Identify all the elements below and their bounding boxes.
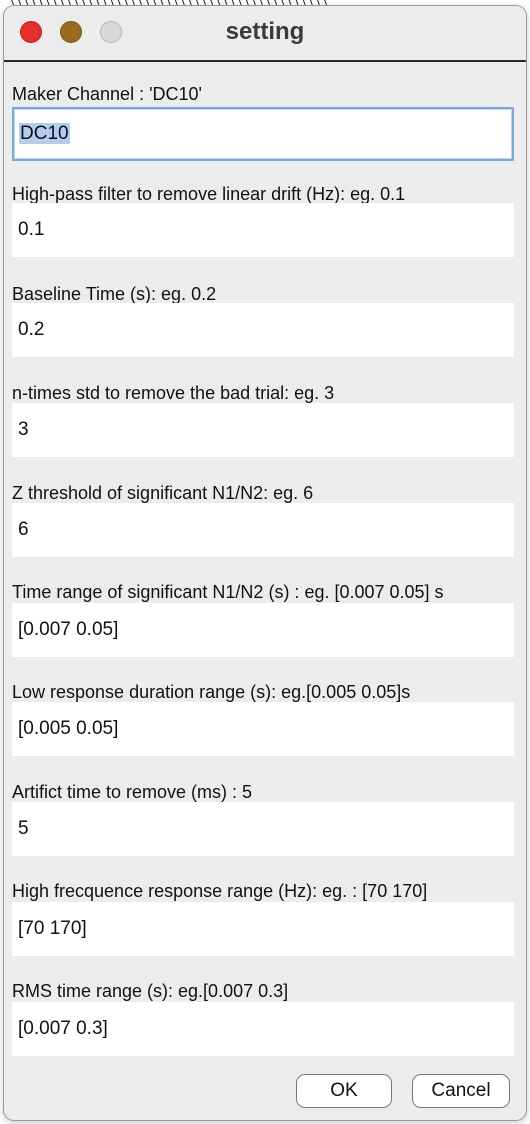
maker-channel-value: DC10: [19, 123, 70, 144]
high-frequency-range-input[interactable]: [70 170]: [12, 902, 514, 956]
z-threshold-input[interactable]: 6: [12, 503, 514, 557]
zoom-window-icon[interactable]: [100, 21, 122, 43]
artifact-time-input[interactable]: 5: [12, 802, 514, 856]
field-label-maker-channel: Maker Channel : 'DC10': [12, 84, 202, 104]
field-label-high-pass-filter: High-pass filter to remove linear drift …: [12, 184, 406, 204]
cancel-button[interactable]: Cancel: [412, 1074, 510, 1108]
setting-dialog: setting Maker Channel : 'DC10' DC10 High…: [4, 6, 526, 1120]
low-response-duration-input[interactable]: [0.005 0.05]: [12, 702, 514, 756]
high-pass-filter-input[interactable]: 0.1: [12, 203, 514, 257]
close-window-icon[interactable]: [20, 21, 42, 43]
time-range-n1n2-input[interactable]: [0.007 0.05]: [12, 603, 514, 657]
maker-channel-input[interactable]: DC10: [12, 107, 514, 161]
baseline-time-input[interactable]: 0.2: [12, 303, 514, 357]
ok-button[interactable]: OK: [296, 1074, 392, 1108]
window-title: setting: [225, 18, 305, 45]
minimize-window-icon[interactable]: [60, 21, 82, 43]
rms-time-range-input[interactable]: [0.007 0.3]: [12, 1002, 514, 1056]
field-label-baseline-time: Baseline Time (s): eg. 0.2: [12, 284, 217, 304]
field-label-n-times-std: n-times std to remove the bad trial: eg.…: [12, 383, 335, 403]
field-label-artifact-time: Artifict time to remove (ms) : 5: [12, 782, 253, 802]
n-times-std-input[interactable]: 3: [12, 403, 514, 457]
field-label-time-range-n1n2: Time range of significant N1/N2 (s) : eg…: [12, 582, 444, 602]
title-bar[interactable]: setting: [4, 6, 526, 62]
field-label-rms-time-range: RMS time range (s): eg.[0.007 0.3]: [12, 981, 289, 1001]
field-label-low-response-duration: Low response duration range (s): eg.[0.0…: [12, 682, 411, 702]
field-label-high-frequency-range: High frecquence response range (Hz): eg.…: [12, 881, 428, 901]
field-label-z-threshold: Z threshold of significant N1/N2: eg. 6: [12, 483, 314, 503]
